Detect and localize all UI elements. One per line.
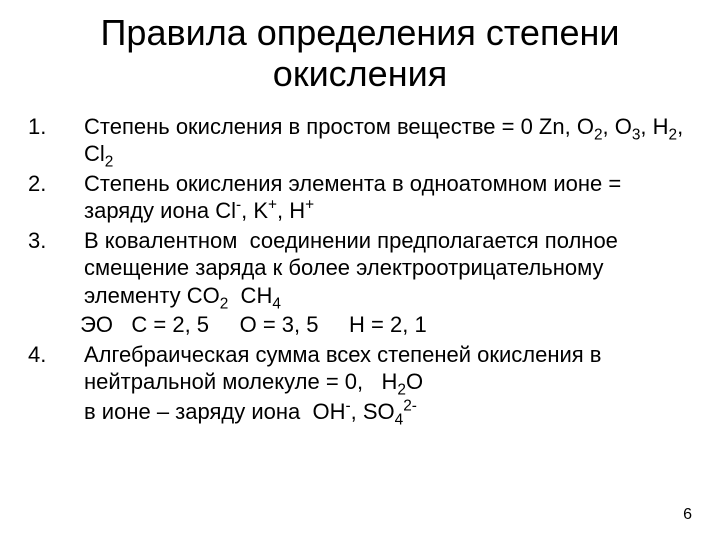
slide-title: Правила определения степени окисления bbox=[28, 12, 692, 95]
slide-body: 1. Степень окисления в простом веществе … bbox=[28, 113, 692, 426]
rule-item-4: 4. Алгебраическая сумма всех степеней ок… bbox=[28, 341, 692, 396]
rule-text: Степень окисления элемента в одноатомном… bbox=[84, 171, 621, 224]
rule-text: В ковалентном соединении предполагается … bbox=[84, 228, 618, 308]
rule-item-1: 1. Степень окисления в простом веществе … bbox=[28, 113, 692, 168]
rule-number: 3. bbox=[28, 227, 68, 255]
rule-text: Степень окисления в простом веществе = 0… bbox=[84, 114, 683, 167]
rules-list: 1. Степень окисления в простом веществе … bbox=[28, 113, 692, 310]
rule-item-3: 3. В ковалентном соединении предполагает… bbox=[28, 227, 692, 310]
rule-number: 2. bbox=[28, 170, 68, 198]
rule-number: 4. bbox=[28, 341, 68, 369]
slide: Правила определения степени окисления 1.… bbox=[0, 0, 720, 540]
ion-line: в ионе – заряду иона OH-, SO42- bbox=[28, 398, 692, 426]
rule-text: Алгебраическая сумма всех степеней окисл… bbox=[84, 342, 602, 395]
rule-number: 1. bbox=[28, 113, 68, 141]
eo-line: ЭО C = 2, 5 O = 3, 5 H = 2, 1 bbox=[28, 311, 692, 339]
page-number: 6 bbox=[683, 506, 692, 524]
rules-list-cont: 4. Алгебраическая сумма всех степеней ок… bbox=[28, 341, 692, 396]
rule-item-2: 2. Степень окисления элемента в одноатом… bbox=[28, 170, 692, 225]
